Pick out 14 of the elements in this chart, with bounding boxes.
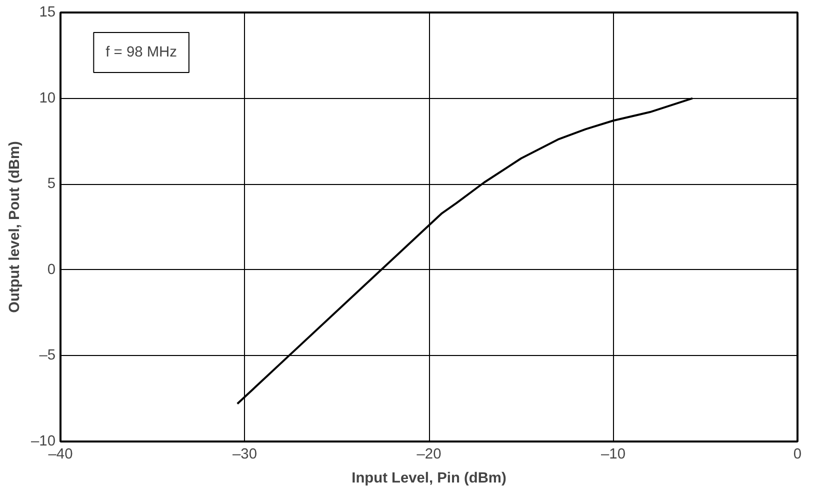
y-axis-title: Output level, Pout (dBm) [7,140,24,313]
x-tick-label: –10 [601,446,626,462]
y-tick-label: 0 [47,262,56,278]
x-tick-label: 0 [793,446,802,462]
y-tick-label: 5 [47,176,56,192]
y-tick-label: –10 [31,434,56,450]
x-axis-title: Input Level, Pin (dBm) [352,470,506,486]
annotation: f = 98 MHz [106,44,177,61]
x-tick-label: –20 [416,446,442,462]
x-tick-label: –40 [48,446,73,462]
x-tick-label: –30 [232,446,257,462]
y-tick-label: 15 [39,4,56,20]
y-tick-label: 10 [39,90,56,106]
y-tick-label: –5 [39,348,56,364]
